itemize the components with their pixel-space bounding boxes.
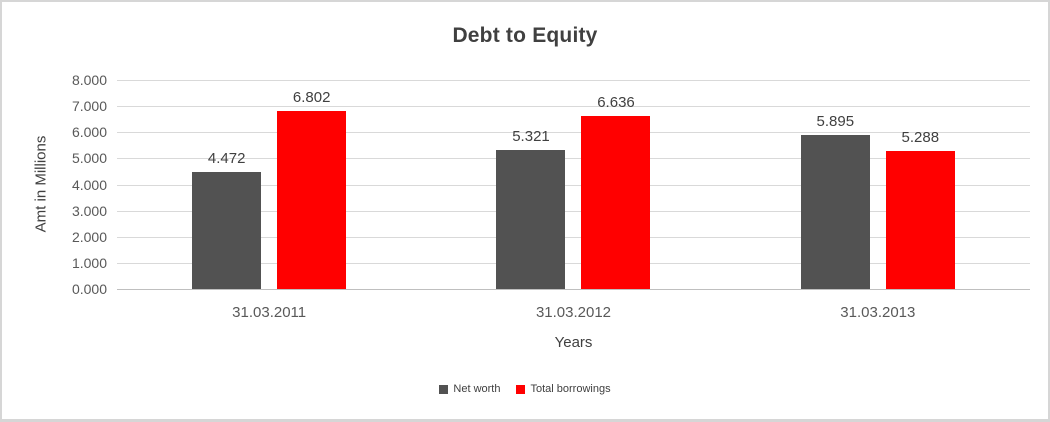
bar-group: 5.895 5.288 31.03.2013 (726, 80, 1030, 321)
data-label: 6.636 (597, 93, 635, 111)
y-tick-label: 0.000 (71, 281, 107, 297)
chart-title: Debt to Equity (452, 24, 598, 47)
data-label: 4.472 (207, 150, 246, 168)
y-tick-label: 6.000 (71, 124, 107, 141)
y-tick-label: 3.000 (71, 202, 107, 219)
bar-total-borrowings: 5.288 (885, 129, 955, 289)
x-category-label: 31.03.2011 (232, 304, 307, 321)
gridline (117, 132, 1030, 134)
legend-swatch (516, 384, 526, 394)
gridline (117, 184, 1030, 186)
bar-total-borrowings: 6.802 (277, 89, 347, 289)
y-tick-label: 2.000 (71, 228, 107, 245)
bar-total-borrowings: 6.636 (581, 94, 651, 289)
legend-item-total-borrowings: Total borrowings (516, 383, 611, 395)
x-category-label: 31.03.2013 (840, 304, 916, 321)
y-tick-label: 4.000 (71, 176, 107, 193)
legend-item-net-worth: Net worth (439, 383, 500, 395)
legend: Net worth Total borrowings (2, 383, 1048, 395)
y-tick-label: 1.000 (71, 254, 107, 271)
gridline (117, 236, 1030, 238)
x-axis-line (117, 289, 1030, 290)
x-category-label: 31.03.2012 (535, 304, 612, 321)
legend-swatch (439, 384, 449, 394)
bar-group: 5.321 6.636 31.03.2012 (421, 80, 725, 321)
legend-label: Net worth (453, 383, 501, 395)
gridline (117, 210, 1030, 212)
bar-net-worth: 5.321 (496, 128, 566, 289)
y-tick-label: 8.000 (71, 72, 107, 88)
bar-net-worth: 4.472 (192, 150, 262, 289)
y-tick-label: 5.000 (71, 150, 107, 167)
plot-area: 0.000 1.000 2.000 3.000 4.000 5.000 6.000 7.000… (72, 72, 1030, 321)
data-label: 5.321 (512, 128, 550, 145)
gridline (117, 80, 1030, 81)
x-axis-title: Years (554, 334, 593, 351)
legend-label: Total borrowings (530, 383, 611, 395)
gridline (117, 158, 1030, 160)
bar-net-worth: 5.895 (800, 113, 870, 289)
bar-group: 4.472 6.802 31.03.2011 (117, 80, 421, 321)
data-label: 5.895 (816, 113, 855, 130)
data-label: 5.288 (901, 128, 940, 146)
gridline (117, 262, 1030, 264)
data-label: 6.802 (292, 89, 331, 107)
gridline (117, 106, 1030, 108)
y-tick-label: 7.000 (71, 98, 107, 115)
